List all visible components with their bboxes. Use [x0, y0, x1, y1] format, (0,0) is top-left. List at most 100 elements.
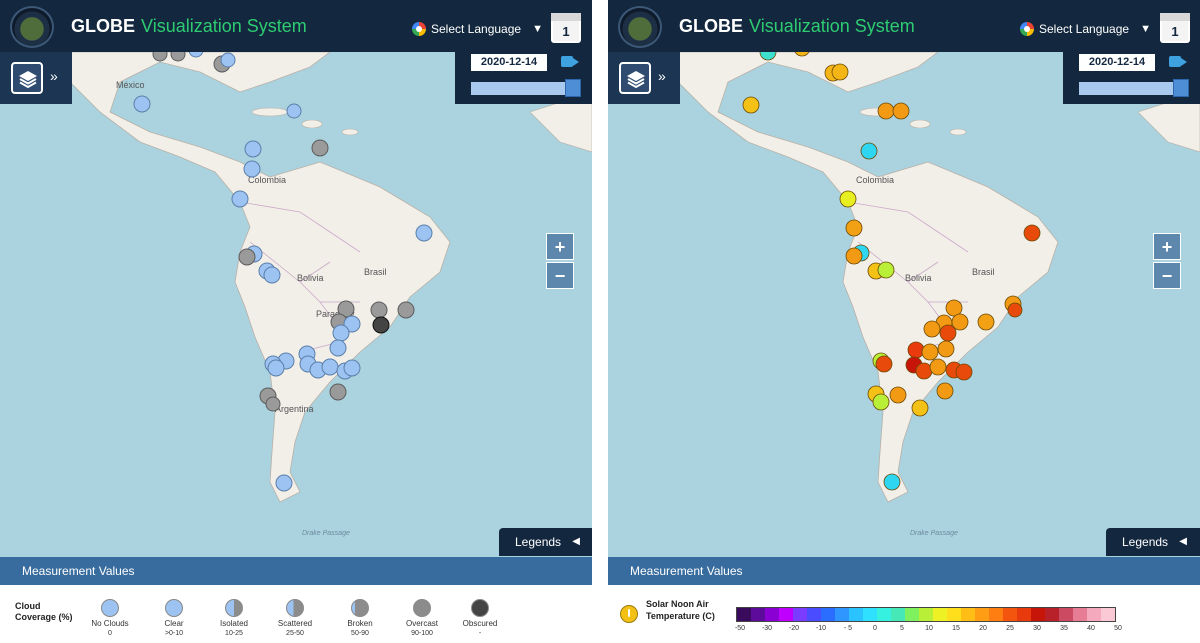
observation-marker[interactable]	[372, 316, 390, 334]
observation-marker[interactable]	[397, 301, 415, 319]
brand-visualization: Visualization System	[749, 16, 915, 36]
observation-marker[interactable]	[286, 103, 302, 119]
video-camera-icon[interactable]	[561, 56, 579, 67]
observation-marker[interactable]	[892, 102, 910, 120]
globe-logo-icon[interactable]	[10, 6, 54, 48]
observation-marker[interactable]	[759, 52, 777, 61]
current-date[interactable]: 2020-12-14	[1079, 54, 1155, 71]
layers-button[interactable]: »	[0, 52, 72, 104]
observation-marker[interactable]	[936, 382, 954, 400]
temperature-scale-swatch	[919, 608, 933, 621]
observation-marker[interactable]	[839, 190, 857, 208]
observation-marker[interactable]	[955, 363, 973, 381]
observation-marker[interactable]	[937, 340, 955, 358]
map-view[interactable]: México Colombia Bolivia Brasil Paraguay …	[0, 52, 592, 557]
layers-button[interactable]: »	[608, 52, 680, 104]
observation-marker[interactable]	[152, 52, 168, 62]
observation-marker[interactable]	[911, 399, 929, 417]
legend-item-scattered: Scattered 25-50	[265, 599, 325, 638]
zoom-in-button[interactable]: +	[546, 233, 574, 260]
date-slider-thumb[interactable]	[1173, 79, 1189, 97]
observation-marker[interactable]	[265, 396, 281, 412]
observation-marker[interactable]	[337, 300, 355, 318]
observation-marker[interactable]	[329, 339, 347, 357]
observation-marker[interactable]	[929, 358, 947, 376]
observation-marker[interactable]	[877, 261, 895, 279]
language-selector[interactable]: Select Language ▼	[1020, 22, 1151, 36]
observation-marker[interactable]	[263, 266, 281, 284]
observation-marker[interactable]	[889, 386, 907, 404]
language-selector[interactable]: Select Language ▼	[412, 22, 543, 36]
date-slider-track[interactable]	[1079, 82, 1189, 95]
measurement-values-bar[interactable]: Measurement Values	[608, 557, 1200, 585]
observation-marker[interactable]	[275, 474, 293, 492]
map-label-mexico: México	[116, 80, 145, 90]
observation-marker[interactable]	[231, 190, 249, 208]
temperature-scale-swatch	[1031, 608, 1045, 621]
observation-marker[interactable]	[343, 359, 361, 377]
observation-marker[interactable]	[133, 95, 151, 113]
app-header: GLOBE Visualization System Select Languag…	[0, 0, 592, 52]
cloud-markers[interactable]	[133, 52, 433, 492]
observation-marker[interactable]	[170, 52, 186, 62]
date-slider-track[interactable]	[471, 82, 581, 95]
observation-marker[interactable]	[877, 102, 895, 120]
observation-marker[interactable]	[370, 301, 388, 319]
observation-marker[interactable]	[907, 341, 925, 359]
current-date[interactable]: 2020-12-14	[471, 54, 547, 71]
observation-marker[interactable]	[831, 63, 849, 81]
observation-marker[interactable]	[951, 313, 969, 331]
observation-marker[interactable]	[794, 52, 810, 57]
observation-marker[interactable]	[742, 96, 760, 114]
legends-tab[interactable]: Legends ◀	[499, 528, 592, 556]
map-canvas[interactable]: Colombia Bolivia Brasil Drake Passage	[608, 52, 1200, 557]
temperature-scale-tick-label: 30	[1033, 625, 1041, 632]
calendar-icon[interactable]: 1	[551, 13, 581, 43]
observation-marker[interactable]	[872, 393, 890, 411]
observation-marker[interactable]	[1023, 224, 1041, 242]
observation-marker[interactable]	[915, 362, 933, 380]
zoom-controls: + −	[546, 233, 574, 289]
observation-marker[interactable]	[945, 299, 963, 317]
temperature-scale-tick-label: -10	[815, 625, 827, 632]
observation-marker[interactable]	[923, 320, 941, 338]
observation-marker[interactable]	[343, 315, 361, 333]
zoom-in-button[interactable]: +	[1153, 233, 1181, 260]
observation-marker[interactable]	[329, 383, 347, 401]
calendar-icon[interactable]: 1	[1160, 13, 1190, 43]
legends-tab[interactable]: Legends ◀	[1106, 528, 1200, 556]
globe-logo-icon[interactable]	[618, 6, 662, 48]
map-label-bolivia: Bolivia	[905, 273, 932, 283]
temperature-scale-tick-label: 5	[900, 625, 904, 632]
observation-marker[interactable]	[845, 219, 863, 237]
observation-marker[interactable]	[883, 473, 901, 491]
observation-marker[interactable]	[332, 324, 350, 342]
video-camera-icon[interactable]	[1169, 56, 1187, 67]
isolated-swatch-icon	[225, 599, 243, 617]
zoom-out-button[interactable]: −	[1153, 262, 1181, 289]
date-slider-thumb[interactable]	[565, 79, 581, 97]
observation-marker[interactable]	[220, 52, 236, 68]
observation-marker[interactable]	[267, 359, 285, 377]
measurement-values-bar[interactable]: Measurement Values	[0, 557, 592, 585]
observation-marker[interactable]	[860, 142, 878, 160]
observation-marker[interactable]	[921, 343, 939, 361]
observation-marker[interactable]	[238, 248, 256, 266]
temperature-markers[interactable]	[742, 52, 1041, 491]
map-view[interactable]: Colombia Bolivia Brasil Drake Passage	[608, 52, 1200, 557]
observation-marker[interactable]	[875, 355, 893, 373]
map-canvas[interactable]: México Colombia Bolivia Brasil Paraguay …	[0, 52, 592, 557]
observation-marker[interactable]	[311, 139, 329, 157]
zoom-out-button[interactable]: −	[546, 262, 574, 289]
observation-marker[interactable]	[321, 358, 339, 376]
observation-marker[interactable]	[244, 140, 262, 158]
legend-item-isolated: Isolated 10-25	[204, 599, 264, 638]
observation-marker[interactable]	[939, 324, 957, 342]
observation-marker[interactable]	[415, 224, 433, 242]
observation-marker[interactable]	[845, 247, 863, 265]
observation-marker[interactable]	[1007, 302, 1023, 318]
observation-marker[interactable]	[977, 313, 995, 331]
observation-marker[interactable]	[188, 52, 204, 58]
temperature-scale-swatch	[947, 608, 961, 621]
observation-marker[interactable]	[243, 160, 261, 178]
